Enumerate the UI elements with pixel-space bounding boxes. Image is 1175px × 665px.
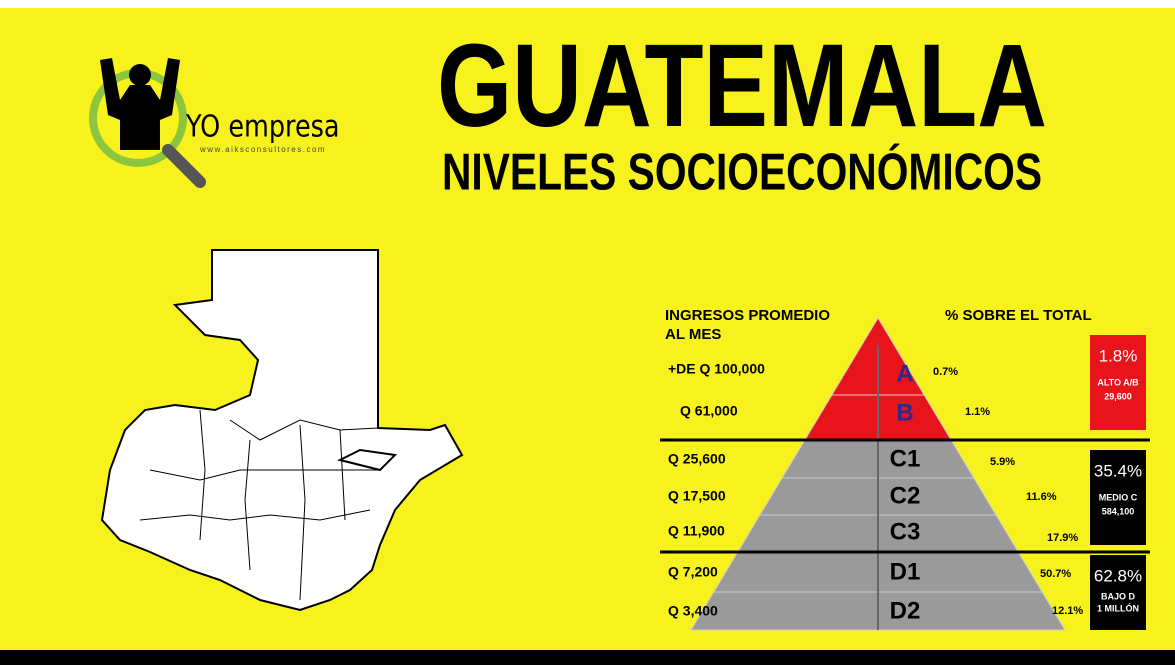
level-share: 50.7%	[1040, 568, 1071, 580]
bottom-bar	[0, 650, 1175, 665]
income-header: INGRESOS PROMEDIO	[665, 307, 830, 324]
group-share: 62.8%	[1094, 566, 1142, 585]
income: Q 3,400	[668, 603, 718, 619]
level-share: 12.1%	[1052, 605, 1083, 617]
level-share: 1.1%	[965, 406, 990, 418]
group-box	[1090, 335, 1146, 430]
income: +DE Q 100,000	[668, 361, 765, 377]
level-letter: C2	[890, 482, 921, 509]
map-borders	[139, 409, 398, 601]
group-count: 29,600	[1104, 391, 1132, 401]
level-letter: C3	[890, 518, 921, 545]
level-letter: C1	[890, 445, 921, 472]
logo-name: YO empresa	[185, 109, 339, 145]
group-label: MEDIO C	[1099, 492, 1138, 502]
title: GUATEMALA	[437, 20, 1047, 152]
level-letter: D1	[890, 558, 921, 585]
income: Q 11,900	[668, 523, 725, 539]
group-count: 584,100	[1102, 506, 1135, 516]
level-letter: B	[896, 399, 913, 426]
map	[100, 249, 464, 612]
logo-url: www.aiksconsultores.com	[199, 145, 326, 154]
group-share: 1.8%	[1099, 346, 1138, 365]
level-share: 5.9%	[990, 456, 1015, 468]
level-share: 17.9%	[1047, 532, 1078, 544]
group-share: 35.4%	[1094, 461, 1142, 480]
share-header: % SOBRE EL TOTAL	[945, 307, 1092, 324]
level-share: 0.7%	[933, 366, 958, 378]
level-share: 11.6%	[1026, 491, 1057, 503]
income: Q 17,500	[668, 488, 726, 504]
subtitle: NIVELES SOCIOECONÓMICOS	[442, 144, 1042, 202]
income: Q 7,200	[668, 564, 718, 580]
group-box	[1090, 555, 1146, 630]
income: Q 61,000	[680, 403, 738, 419]
group-box	[1090, 450, 1146, 545]
logo-icon	[89, 58, 206, 188]
level-letter: A	[896, 360, 913, 387]
pyramid: +DE Q 100,000 A 0.7% Q 61,000 B 1.1% Q 25,600 C…	[660, 317, 1150, 631]
group-label: ALTO A/B	[1097, 377, 1139, 387]
income-header: AL MES	[665, 326, 721, 343]
group-label: BAJO D	[1101, 591, 1136, 601]
group-count: 1 MILLÓN	[1097, 602, 1139, 613]
income: Q 25,600	[668, 451, 726, 467]
level-letter: D2	[890, 597, 921, 624]
